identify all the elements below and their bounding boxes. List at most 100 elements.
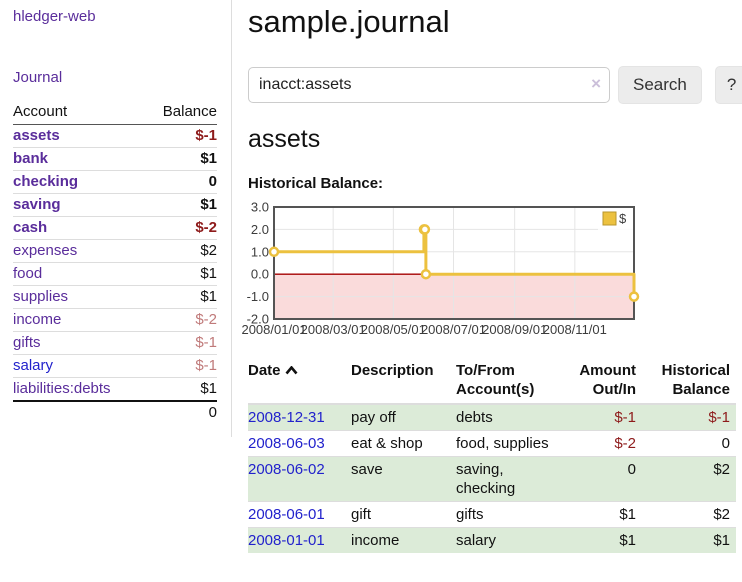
register-row: 2008-01-01 income salary $1 $1 bbox=[248, 527, 736, 553]
account-row: expenses $2 bbox=[13, 239, 217, 263]
account-link[interactable]: income bbox=[13, 311, 62, 328]
register-date-link[interactable]: 2008-06-01 bbox=[248, 506, 325, 523]
register-date-link[interactable]: 2008-01-01 bbox=[248, 532, 325, 549]
main-content: sample.journal × Search ? assets Histori… bbox=[232, 0, 742, 553]
register-description-cell: save bbox=[345, 456, 450, 502]
clear-search-icon[interactable]: × bbox=[591, 74, 601, 93]
account-link[interactable]: assets bbox=[13, 127, 60, 144]
sort-ascending-icon bbox=[285, 365, 298, 375]
register-date-link[interactable]: 2008-06-03 bbox=[248, 435, 325, 452]
register-accounts-cell: debts bbox=[450, 403, 566, 431]
account-link[interactable]: supplies bbox=[13, 288, 69, 305]
y-tick-label: 1.0 bbox=[251, 244, 269, 259]
account-link[interactable]: saving bbox=[13, 196, 61, 213]
register-table: Date Description To/From Account(s) Amou… bbox=[248, 359, 736, 553]
accounts-header-row: Account Balance bbox=[13, 100, 217, 125]
col-header-tofrom: To/From Account(s) bbox=[450, 359, 566, 405]
account-balance: $1 bbox=[144, 262, 217, 286]
account-cell: salary bbox=[13, 354, 145, 378]
register-amount-cell: $-1 bbox=[566, 403, 642, 431]
account-row: bank $1 bbox=[13, 147, 217, 171]
register-amount-cell: 0 bbox=[566, 456, 642, 502]
register-description-cell: eat & shop bbox=[345, 430, 450, 457]
register-balance-cell: 0 bbox=[642, 430, 736, 457]
account-cell: liabilities:debts bbox=[13, 377, 145, 402]
account-row: salary $-1 bbox=[13, 354, 217, 378]
x-tick-label: 2008/05/01 bbox=[361, 322, 426, 337]
help-button[interactable]: ? bbox=[714, 66, 742, 104]
account-row: supplies $1 bbox=[13, 285, 217, 309]
register-balance-cell: $2 bbox=[642, 456, 736, 502]
sidebar-item-journal[interactable]: Journal bbox=[13, 69, 63, 86]
accounts-table: Account Balance assets $-1 bank $1 checking 0… bbox=[13, 100, 217, 424]
account-balance: $-2 bbox=[144, 216, 217, 240]
account-cell: saving bbox=[13, 193, 145, 217]
account-balance: $-1 bbox=[144, 331, 217, 355]
account-link[interactable]: food bbox=[13, 265, 43, 282]
account-cell: expenses bbox=[13, 239, 145, 263]
register-amount-cell: $1 bbox=[566, 501, 642, 528]
account-row: assets $-1 bbox=[13, 124, 217, 148]
legend-label: $ bbox=[619, 211, 627, 226]
accounts-header-balance: Balance bbox=[144, 100, 217, 125]
register-date-link[interactable]: 2008-06-02 bbox=[248, 461, 325, 478]
brand-link[interactable]: hledger-web bbox=[13, 8, 96, 25]
account-balance: $1 bbox=[144, 377, 217, 402]
register-date-link[interactable]: 2008-12-31 bbox=[248, 409, 325, 426]
account-link[interactable]: expenses bbox=[13, 242, 78, 259]
x-tick-label: 2008/07/01 bbox=[421, 322, 486, 337]
account-cell: gifts bbox=[13, 331, 145, 355]
register-amount-cell: $1 bbox=[566, 527, 642, 553]
account-cell: checking bbox=[13, 170, 145, 194]
search-input[interactable] bbox=[248, 67, 610, 103]
accounts-total-value: 0 bbox=[144, 400, 217, 424]
account-row: food $1 bbox=[13, 262, 217, 286]
register-date-cell: 2008-06-01 bbox=[248, 501, 345, 528]
register-balance-cell: $1 bbox=[642, 527, 736, 553]
accounts-total-spacer bbox=[13, 400, 145, 424]
account-cell: assets bbox=[13, 124, 145, 148]
data-point-marker bbox=[628, 291, 640, 302]
account-link[interactable]: checking bbox=[13, 173, 79, 190]
account-balance: $1 bbox=[144, 193, 217, 217]
account-balance: 0 bbox=[144, 170, 217, 194]
x-tick-label: 2008/09/01 bbox=[482, 322, 547, 337]
y-tick-label: 2.0 bbox=[251, 222, 269, 237]
register-description-cell: income bbox=[345, 527, 450, 553]
register-header-row: Date Description To/From Account(s) Amou… bbox=[248, 359, 736, 405]
search-button[interactable]: Search bbox=[618, 66, 702, 104]
account-link[interactable]: cash bbox=[13, 219, 48, 236]
col-header-date[interactable]: Date bbox=[248, 359, 345, 405]
account-row: checking 0 bbox=[13, 170, 217, 194]
col-header-historical-balance: Historical Balance bbox=[642, 359, 736, 405]
x-tick-label: 2008/03/01 bbox=[301, 322, 366, 337]
account-link[interactable]: salary bbox=[13, 357, 54, 374]
y-tick-label: -1.0 bbox=[247, 289, 269, 304]
register-accounts-cell: saving, checking bbox=[450, 456, 566, 502]
account-row: income $-2 bbox=[13, 308, 217, 332]
x-tick-label: 2008/11/01 bbox=[543, 322, 607, 337]
search-input-wrap: × bbox=[248, 67, 610, 103]
col-header-date-label: Date bbox=[248, 362, 281, 379]
account-balance: $1 bbox=[144, 147, 217, 171]
account-cell: income bbox=[13, 308, 145, 332]
account-link[interactable]: bank bbox=[13, 150, 49, 167]
account-balance: $2 bbox=[144, 239, 217, 263]
account-row: gifts $-1 bbox=[13, 331, 217, 355]
col-header-amount: Amount Out/In bbox=[566, 359, 642, 405]
sidebar: hledger-web Journal Account Balance asse… bbox=[0, 0, 232, 437]
register-balance-cell: $2 bbox=[642, 501, 736, 528]
register-accounts-cell: food, supplies bbox=[450, 430, 566, 457]
register-accounts-cell: salary bbox=[450, 527, 566, 553]
historical-balance-chart[interactable]: 3.0 2.0 1.0 0.0 -1.0 -2.02008/01/012008/03/01… bbox=[241, 200, 648, 339]
register-balance-cell: $-1 bbox=[642, 403, 736, 431]
account-cell: cash bbox=[13, 216, 145, 240]
register-date-cell: 2008-06-03 bbox=[248, 430, 345, 457]
chart-border bbox=[273, 206, 635, 320]
register-description-cell: gift bbox=[345, 501, 450, 528]
account-row: cash $-2 bbox=[13, 216, 217, 240]
page-title: sample.journal bbox=[248, 4, 450, 39]
account-link[interactable]: liabilities:debts bbox=[13, 380, 111, 397]
register-date-cell: 2008-06-02 bbox=[248, 456, 345, 502]
account-link[interactable]: gifts bbox=[13, 334, 41, 351]
